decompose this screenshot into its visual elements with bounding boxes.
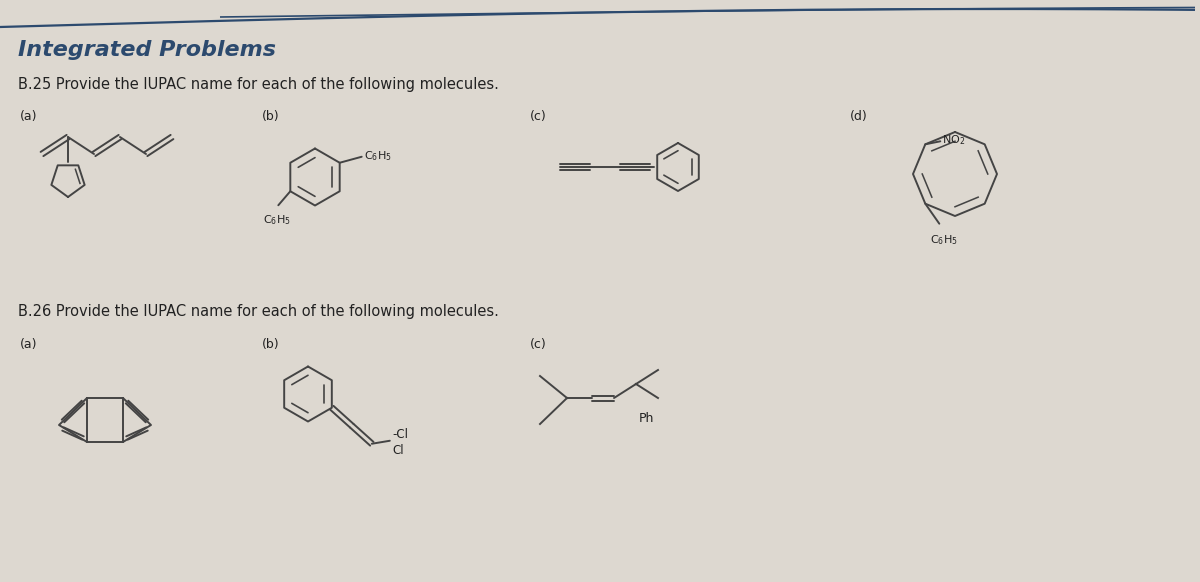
Text: (b): (b) bbox=[262, 110, 280, 123]
Text: NO$_2$: NO$_2$ bbox=[942, 133, 966, 147]
Text: Ph: Ph bbox=[638, 412, 654, 425]
Text: B.26 Provide the IUPAC name for each of the following molecules.: B.26 Provide the IUPAC name for each of … bbox=[18, 304, 499, 319]
Text: C$_6$H$_5$: C$_6$H$_5$ bbox=[364, 149, 391, 162]
Text: C$_6$H$_5$: C$_6$H$_5$ bbox=[930, 234, 958, 247]
Text: B.25 Provide the IUPAC name for each of the following molecules.: B.25 Provide the IUPAC name for each of … bbox=[18, 77, 499, 92]
Text: Cl: Cl bbox=[392, 444, 404, 457]
Text: (d): (d) bbox=[850, 110, 868, 123]
Text: (a): (a) bbox=[20, 110, 37, 123]
Text: -Cl: -Cl bbox=[392, 428, 409, 441]
Text: C$_6$H$_5$: C$_6$H$_5$ bbox=[263, 213, 292, 227]
Text: (c): (c) bbox=[530, 338, 547, 351]
Text: Integrated Problems: Integrated Problems bbox=[18, 40, 276, 60]
Text: (a): (a) bbox=[20, 338, 37, 351]
Text: (b): (b) bbox=[262, 338, 280, 351]
Text: (c): (c) bbox=[530, 110, 547, 123]
